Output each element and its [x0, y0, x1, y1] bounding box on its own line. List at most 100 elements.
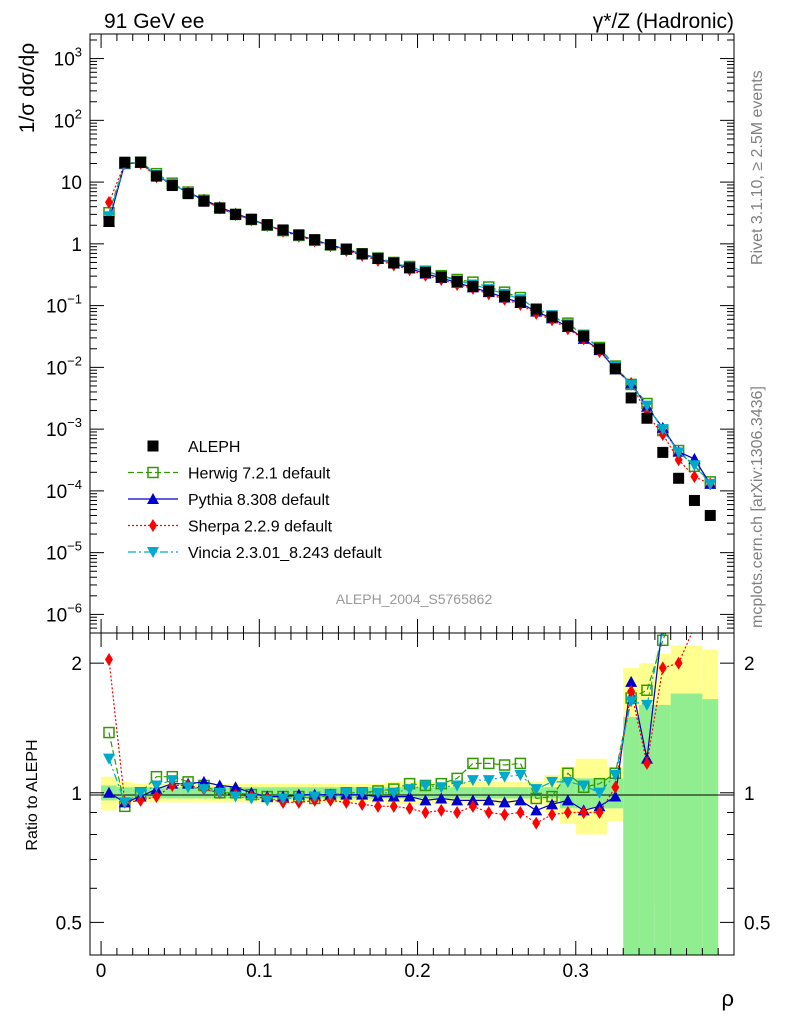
ratio-point-vincia [245, 793, 258, 805]
ratio-point-sherpa [658, 661, 667, 675]
ratio-point-sherpa [642, 756, 651, 770]
main-point-data [325, 239, 337, 251]
legend-marker-vincia [147, 547, 159, 558]
ratio-point-pythia [229, 781, 242, 793]
legend-item-data: ALEPH [147, 439, 240, 456]
main-point-data [404, 262, 416, 274]
main-point-sherpa [674, 453, 683, 467]
ratio-point-vincia [102, 753, 115, 765]
ratio-y-tick-label-right: 1 [744, 784, 755, 805]
inner-band-bin [639, 704, 655, 955]
ratio-point-vincia [197, 784, 210, 796]
inner-band-bin [670, 693, 687, 955]
x-tick-label: 0 [96, 961, 107, 982]
main-point-data [419, 266, 431, 278]
legend: ALEPH Herwig 7.2.1 default Pythia 8.308 de… [128, 439, 382, 562]
ratio-point-vincia [292, 793, 305, 805]
ratio-point-vincia [324, 789, 337, 801]
main-point-data [625, 392, 637, 404]
main-point-data [388, 257, 400, 269]
ratio-point-sherpa [532, 816, 541, 830]
x-axis-label: ρ [721, 986, 734, 1011]
ratio-series-vincia [102, 633, 665, 809]
ratio-point-sherpa [358, 797, 367, 811]
legend-label-data: ALEPH [188, 439, 240, 456]
ratio-y-tick-label: 2 [71, 654, 82, 675]
x-tick-label: 0.1 [246, 961, 272, 982]
ratio-point-herwig [482, 757, 495, 770]
ratio-point-pythia [213, 779, 226, 791]
main-point-vincia [625, 379, 638, 391]
ratio-point-herwig [641, 684, 653, 697]
x-tick-label: 0.2 [404, 961, 430, 982]
ratio-plot-area [102, 633, 695, 830]
inner-band-bin [465, 787, 481, 799]
ratio-point-pythia [625, 675, 638, 687]
ratio-point-pythia [482, 794, 495, 806]
ratio-point-vincia [466, 775, 479, 787]
ratio-y-tick-label: 0.5 [56, 913, 82, 934]
ratio-point-pythia [561, 794, 574, 806]
main-point-data [214, 202, 226, 214]
main-y-tick-label: 10−6 [46, 600, 82, 626]
ratio-point-herwig [514, 757, 527, 770]
ratio-plot-frame [89, 632, 735, 956]
ratio-point-sherpa [563, 805, 572, 819]
ratio-point-pythia [435, 792, 448, 804]
main-y-tick-label: 102 [54, 106, 82, 132]
ratio-point-pythia [419, 794, 432, 806]
inner-band-bin [654, 704, 671, 955]
ratio-y-axis-label: Ratio to ALEPH [24, 739, 41, 850]
inner-band-bin [449, 787, 466, 799]
ratio-point-sherpa [389, 799, 398, 813]
ratio-point-sherpa [104, 652, 113, 666]
legend-marker-pythia [147, 493, 159, 504]
ratio-point-vincia [387, 787, 400, 799]
ratio-point-sherpa [453, 805, 462, 819]
main-point-data [657, 446, 669, 458]
main-point-data [150, 170, 162, 182]
legend-item-vincia: Vincia 2.3.01_8.243 default [128, 545, 382, 562]
ratio-point-vincia [261, 795, 274, 807]
main-point-data [546, 311, 558, 323]
ratio-point-pythia [498, 796, 511, 808]
ratio-point-sherpa [152, 790, 161, 804]
mcplots-reference-label: mcplots.cern.ch [arXiv:1306.3436] [749, 386, 766, 628]
main-point-data [103, 216, 115, 228]
inner-band-bin [686, 693, 703, 955]
main-point-vincia [688, 460, 701, 472]
main-point-data [483, 285, 495, 297]
ratio-point-sherpa [611, 780, 620, 794]
uncertainty-bands [101, 645, 719, 955]
main-plot-area [102, 156, 717, 521]
ratio-point-sherpa [437, 803, 446, 817]
main-point-data [340, 243, 352, 255]
ratio-point-vincia [660, 633, 665, 637]
main-series-data [103, 156, 716, 521]
ratio-point-sherpa [595, 805, 604, 819]
ratio-point-vincia [451, 780, 464, 792]
main-point-data [293, 229, 305, 241]
ratio-point-herwig [498, 759, 511, 771]
ratio-point-vincia [371, 787, 384, 799]
ratio-point-vincia [514, 769, 527, 781]
ratio-point-vincia [419, 780, 432, 792]
ratio-point-sherpa [516, 805, 525, 819]
ratio-point-vincia [482, 775, 495, 787]
ratio-point-vincia [403, 784, 416, 796]
ratio-point-vincia [356, 787, 369, 799]
main-point-data [435, 271, 447, 283]
main-point-data [230, 208, 242, 220]
ratio-point-vincia [498, 771, 511, 783]
ratio-y-tick-label-right: 0.5 [744, 913, 770, 934]
header-right: γ*/Z (Hadronic) [593, 10, 734, 33]
legend-marker-sherpa [149, 519, 157, 532]
legend-label-vincia: Vincia 2.3.01_8.243 default [188, 545, 382, 562]
main-point-sherpa [690, 470, 699, 484]
legend-item-herwig: Herwig 7.2.1 default [128, 466, 331, 483]
ratio-point-vincia [213, 787, 226, 799]
header-left: 91 GeV ee [104, 10, 204, 33]
ratio-point-pythia [102, 786, 115, 798]
main-point-data [309, 234, 321, 246]
ratio-point-vincia [530, 784, 543, 796]
